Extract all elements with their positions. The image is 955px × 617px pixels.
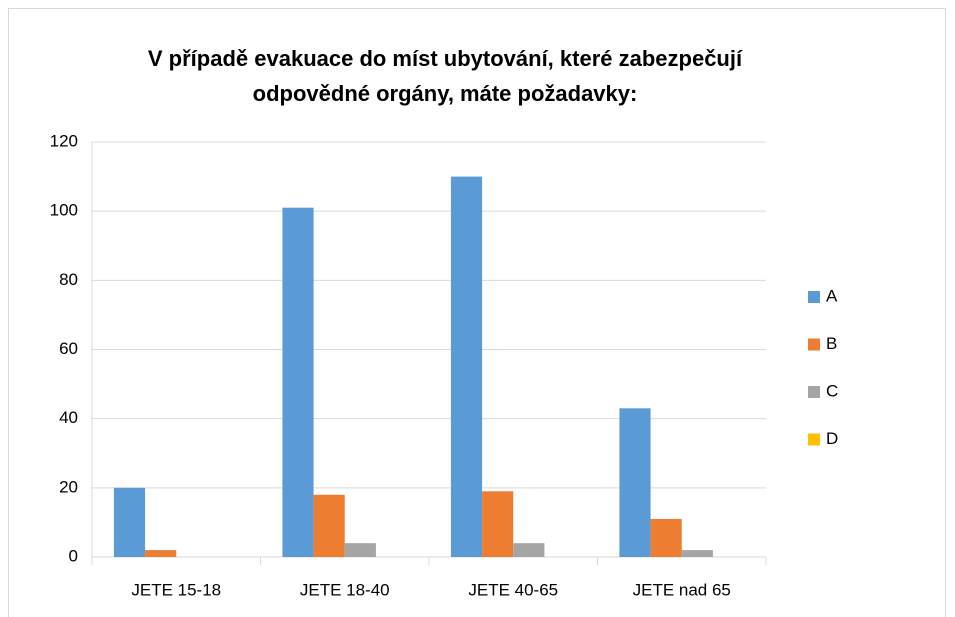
bar xyxy=(513,543,545,557)
legend-label: A xyxy=(826,286,838,305)
x-tick-label: JETE 40-65 xyxy=(468,580,558,599)
x-tick-label: JETE 18-40 xyxy=(300,580,390,599)
chart-title: odpovědné orgány, máte požadavky: xyxy=(253,81,638,106)
bar xyxy=(681,550,713,557)
legend-label: C xyxy=(826,381,838,400)
legend-label: B xyxy=(826,334,837,353)
y-tick-label: 100 xyxy=(50,201,78,220)
y-tick-label: 20 xyxy=(59,477,78,496)
legend-label: D xyxy=(826,429,838,448)
legend-swatch xyxy=(808,433,820,446)
bar xyxy=(650,518,682,557)
bar xyxy=(313,494,345,557)
x-tick-label: JETE 15-18 xyxy=(131,580,221,599)
y-tick-label: 80 xyxy=(59,270,78,289)
y-tick-label: 0 xyxy=(69,546,78,565)
bar xyxy=(619,408,651,557)
y-tick-label: 40 xyxy=(59,408,78,427)
bar xyxy=(282,207,314,558)
legend-swatch xyxy=(808,291,820,303)
legend-swatch xyxy=(808,386,820,398)
bar xyxy=(145,550,177,557)
y-tick-label: 60 xyxy=(59,339,78,358)
bar xyxy=(450,176,483,558)
chart-title: V případě evakuace do míst ubytování, kt… xyxy=(148,46,743,71)
y-tick-label: 120 xyxy=(50,131,78,150)
x-tick-label: JETE nad 65 xyxy=(633,580,731,599)
bar xyxy=(482,491,514,557)
bar xyxy=(344,543,376,557)
bar xyxy=(113,487,146,557)
legend-swatch xyxy=(808,338,820,351)
